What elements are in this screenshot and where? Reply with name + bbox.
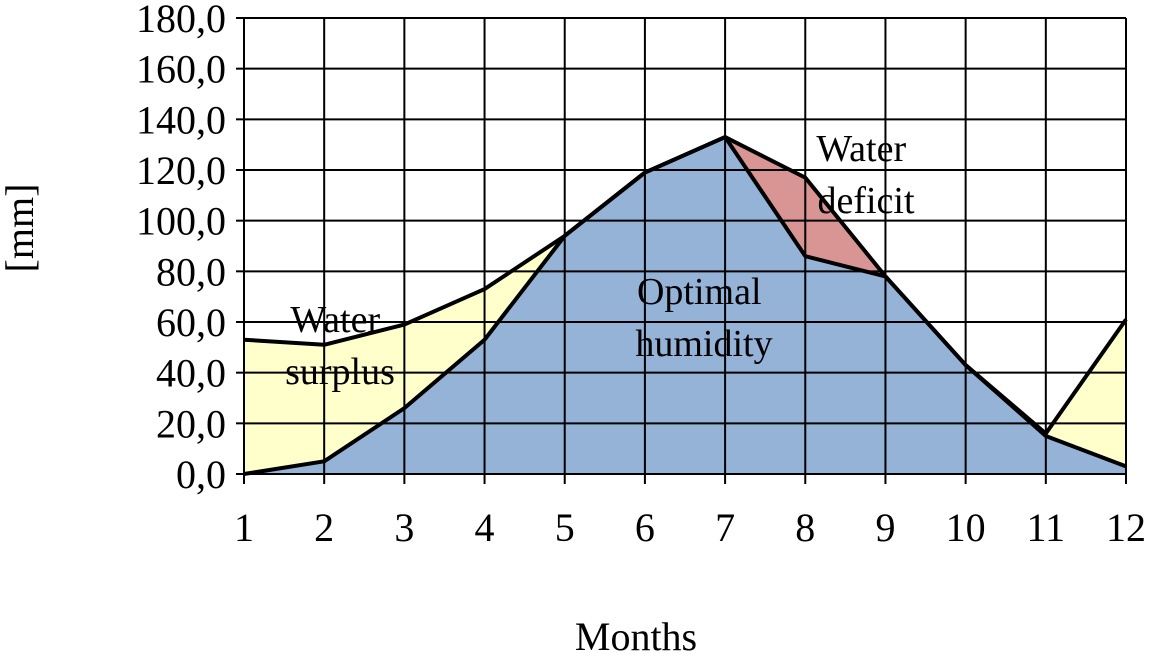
optimal-humidity-area-layer xyxy=(244,137,1126,475)
y-tick-label: 140,0 xyxy=(136,97,226,142)
y-tick-label: 120,0 xyxy=(136,148,226,193)
x-tick-label: 4 xyxy=(475,505,495,550)
annotation-water-surplus: Water surplus xyxy=(285,299,395,393)
optimal-humidity-area xyxy=(244,137,1126,475)
x-tick-label: 2 xyxy=(314,505,334,550)
y-axis-title: [mm] xyxy=(0,184,42,273)
y-tick-label: 80,0 xyxy=(156,249,226,294)
water-surplus-area xyxy=(244,137,1126,475)
x-tick-label: 11 xyxy=(1027,505,1066,550)
annotation-optimal-humidity: Optimal humidity xyxy=(635,271,772,365)
y-tick-label: 0,0 xyxy=(176,452,226,497)
series-lines xyxy=(243,135,1128,476)
x-tick-label: 6 xyxy=(635,505,655,550)
x-tick-label: 3 xyxy=(394,505,414,550)
gridlines xyxy=(243,17,1127,475)
x-axis-title: Months xyxy=(575,614,697,654)
x-tick-label: 5 xyxy=(555,505,575,550)
axes: 0,0 20,0 40,0 60,0 80,0 100,0 120,0 140,0 160,0 1… xyxy=(136,0,1146,550)
x-tick-label: 12 xyxy=(1106,505,1146,550)
series-line-2 xyxy=(243,135,1127,476)
y-tick-label: 20,0 xyxy=(156,401,226,446)
water-surplus-area-layer xyxy=(244,137,1126,475)
annotation-water-deficit: Water deficit xyxy=(816,128,915,222)
y-tick-label: 100,0 xyxy=(136,199,226,244)
y-tick-label: 60,0 xyxy=(156,300,226,345)
x-tick-label: 1 xyxy=(234,505,254,550)
y-tick-label: 160,0 xyxy=(136,47,226,92)
y-tick-label: 180,0 xyxy=(136,0,226,41)
x-tick-label: 7 xyxy=(715,505,735,550)
x-tick-label: 8 xyxy=(795,505,815,550)
y-tick-label: 40,0 xyxy=(156,351,226,396)
x-tick-label: 10 xyxy=(946,505,986,550)
x-tick-label: 9 xyxy=(875,505,895,550)
